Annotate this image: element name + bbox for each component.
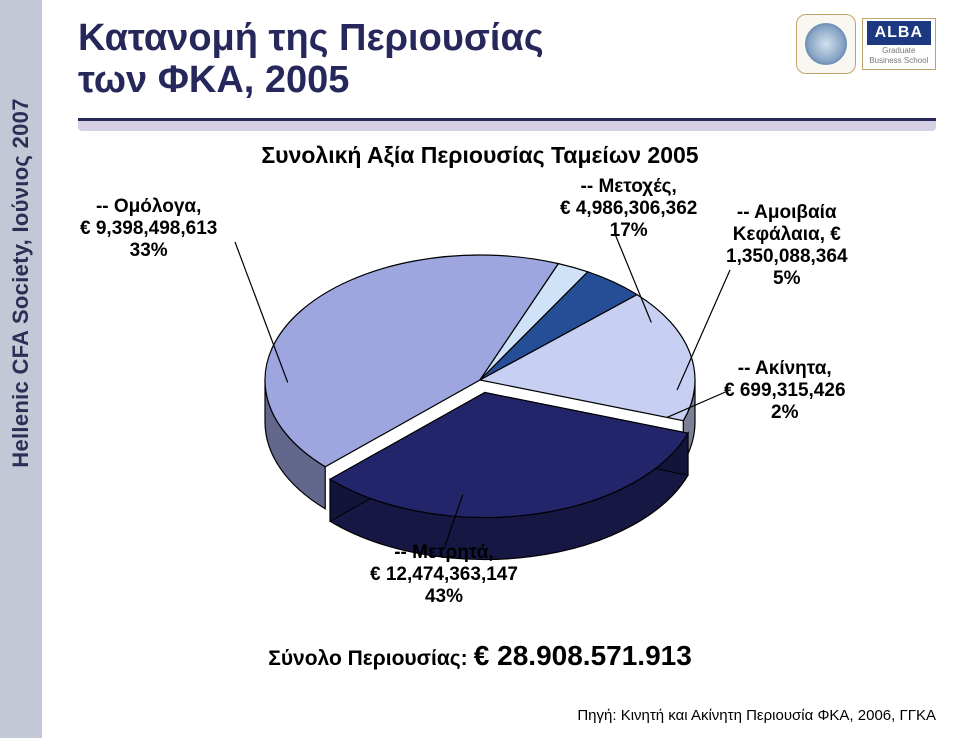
alba-logo-sub1: Graduate [867, 47, 931, 55]
total-label: Σύνολο Περιουσίας: [268, 647, 467, 670]
label-mutual: -- Αμοιβαία Κεφάλαια, € 1,350,088,364 5% [726, 202, 848, 289]
alba-logo-text: ALBA [867, 21, 931, 45]
label-bonds-pct: 33% [130, 240, 168, 261]
alba-logo-sub2: Business School [867, 57, 931, 65]
pie-chart: -- Ομόλογα, € 9,398,498,613 33% -- Μετοχ… [90, 180, 870, 600]
label-stocks: -- Μετοχές, € 4,986,306,362 17% [560, 176, 697, 242]
total-value: € 28.908.571.913 [474, 640, 692, 671]
label-bonds-name: -- Ομόλογα, [96, 196, 201, 217]
label-cash-name: -- Μετρητά, [394, 542, 494, 563]
label-bonds-value: € 9,398,498,613 [80, 218, 217, 239]
label-mutual-pct: 5% [773, 268, 800, 289]
label-property-name: -- Ακίνητα, [738, 358, 832, 379]
label-stocks-value: € 4,986,306,362 [560, 198, 697, 219]
label-stocks-pct: 17% [610, 220, 648, 241]
title-divider [78, 118, 936, 131]
label-property-value: € 699,315,426 [724, 380, 846, 401]
alba-logo: ALBA Graduate Business School [862, 18, 936, 70]
label-property-pct: 2% [771, 402, 798, 423]
title-line-2: των ΦΚΑ, 2005 [78, 59, 349, 101]
source-text: Πηγή: Κινητή και Ακίνητη Περιουσία ΦΚΑ, … [577, 707, 936, 724]
label-property: -- Ακίνητα, € 699,315,426 2% [724, 358, 846, 424]
chart-title: Συνολική Αξία Περιουσίας Ταμείων 2005 [0, 142, 960, 169]
emblem-icon [796, 14, 856, 74]
logo-area: ALBA Graduate Business School [796, 14, 936, 74]
label-cash: -- Μετρητά, € 12,474,363,147 43% [370, 542, 518, 608]
label-cash-pct: 43% [425, 586, 463, 607]
label-cash-value: € 12,474,363,147 [370, 564, 518, 585]
label-bonds: -- Ομόλογα, € 9,398,498,613 33% [80, 196, 217, 262]
label-stocks-name: -- Μετοχές, [581, 176, 677, 197]
title-line-1: Κατανομή της Περιουσίας [78, 17, 544, 59]
label-mutual-name-1: -- Αμοιβαία [737, 202, 837, 223]
sidebar: Hellenic CFA Society, Ιούνιος 2007 [0, 0, 42, 738]
label-mutual-value: 1,350,088,364 [726, 246, 848, 267]
total-row: Σύνολο Περιουσίας: € 28.908.571.913 [0, 640, 960, 672]
page-title: Κατανομή της Περιουσίας των ΦΚΑ, 2005 [78, 18, 544, 102]
label-mutual-name-2: Κεφάλαια, € [733, 224, 841, 245]
